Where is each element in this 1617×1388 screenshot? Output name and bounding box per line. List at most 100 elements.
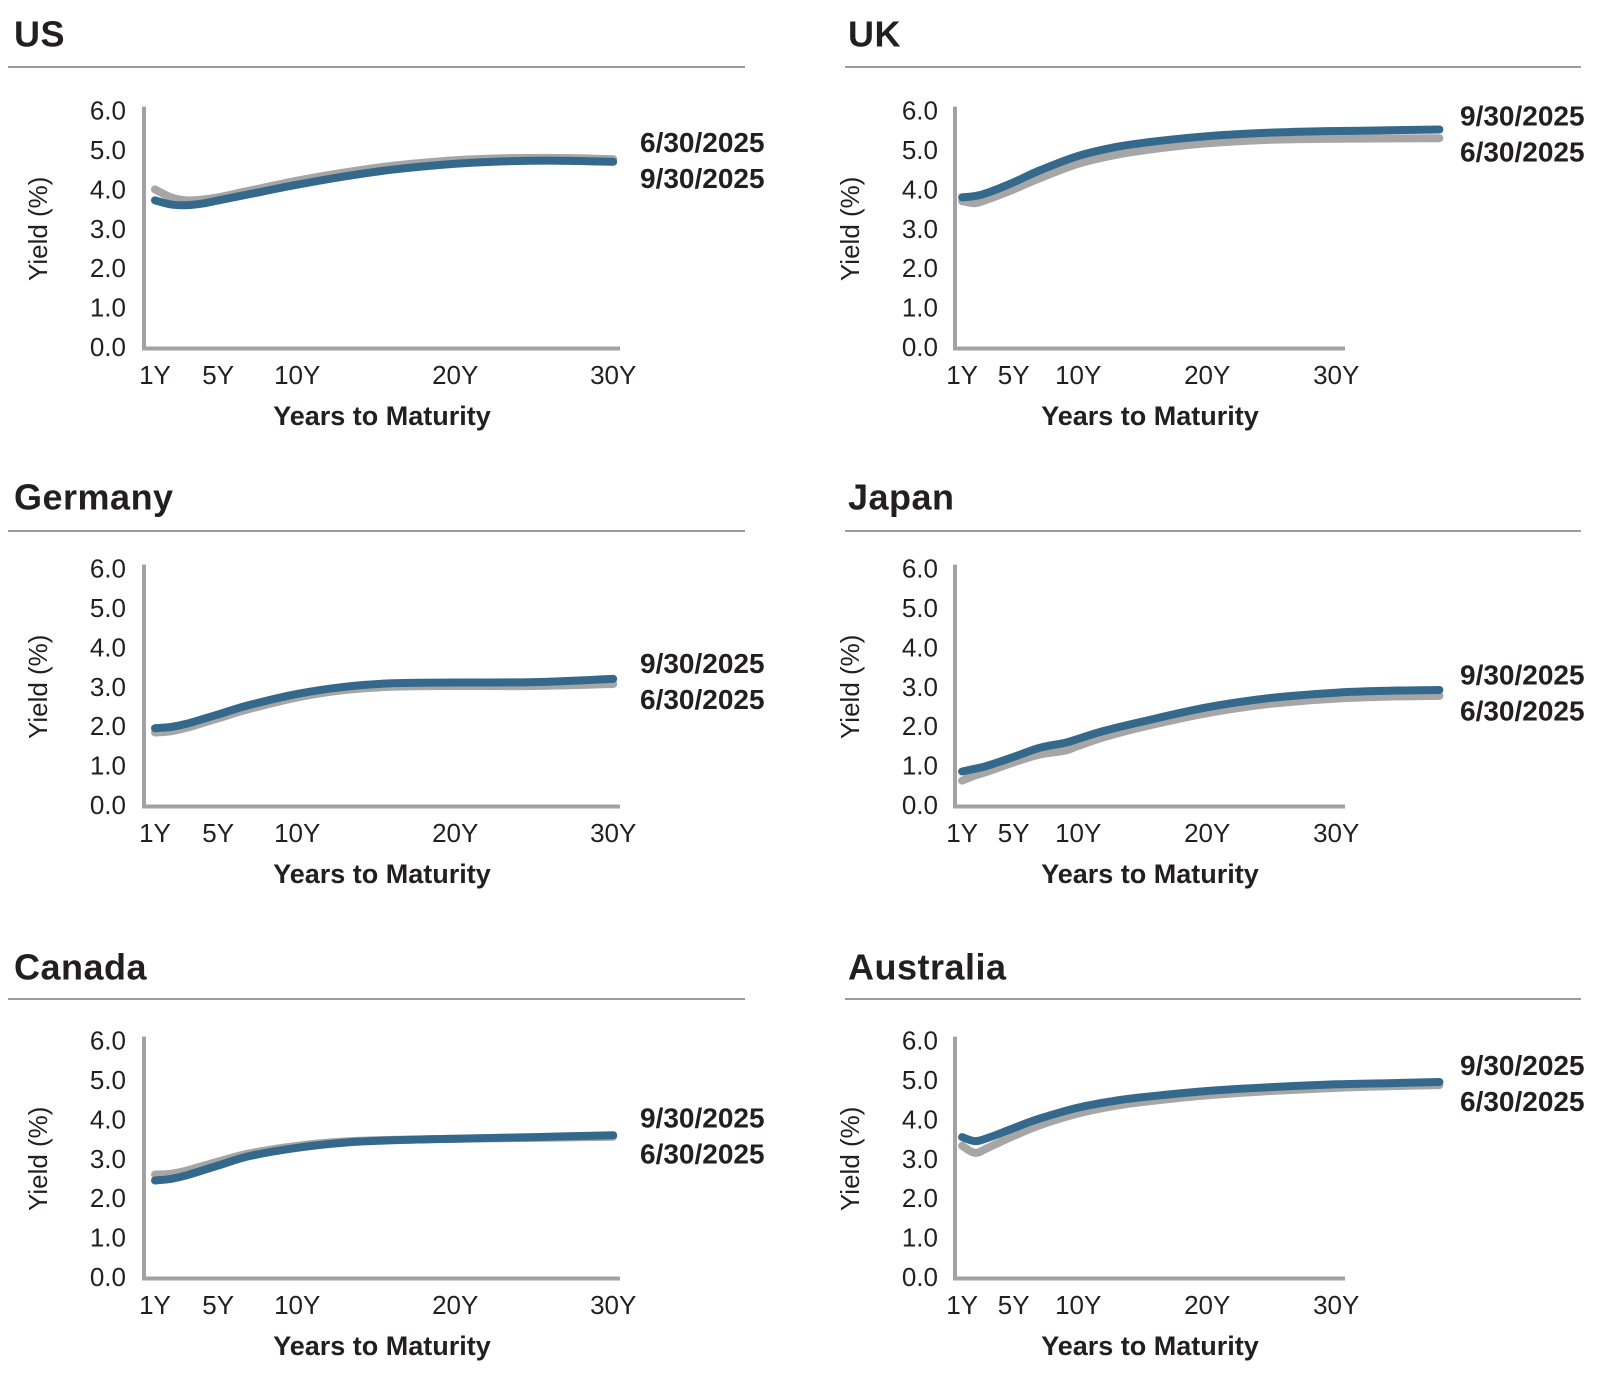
y-tick-label: 5.0 — [90, 593, 126, 623]
y-tick-label: 4.0 — [90, 1104, 126, 1134]
title-rule — [845, 66, 1581, 68]
y-tick-label: 1.0 — [90, 1223, 126, 1253]
x-tick-label: 30Y — [590, 818, 636, 848]
x-tick-label: 10Y — [274, 1290, 320, 1320]
y-axis-title: Yield (%) — [23, 177, 53, 282]
series-line-sep-2025 — [958, 125, 1444, 202]
x-tick-label: 30Y — [1313, 360, 1359, 390]
y-tick-label: 6.0 — [902, 96, 938, 126]
chart-title: Germany — [14, 477, 174, 518]
title-rule — [845, 998, 1581, 1000]
legend-label-sep-2025: 9/30/2025 — [640, 163, 765, 194]
legend-label-jun-2025: 6/30/2025 — [1460, 695, 1585, 726]
y-axis-title: Yield (%) — [23, 1107, 53, 1212]
x-axis-title: Years to Maturity — [273, 1331, 491, 1361]
y-tick-label: 4.0 — [902, 174, 938, 204]
x-tick-label: 10Y — [274, 818, 320, 848]
y-tick-label: 0.0 — [902, 332, 938, 362]
y-tick-label: 1.0 — [90, 293, 126, 323]
y-tick-label: 0.0 — [90, 332, 126, 362]
chart-panel-japan: Japan 6.0 5.0 4.0 3.0 2.0 1.0 0.0 1Y 5Y 10Y 20Y 30Y Y… — [835, 477, 1585, 890]
y-tick-label: 6.0 — [90, 554, 126, 584]
x-tick-label: 1Y — [946, 1290, 978, 1320]
y-tick-label: 5.0 — [90, 1065, 126, 1095]
y-tick-label: 3.0 — [902, 214, 938, 244]
x-tick-label: 5Y — [202, 360, 234, 390]
y-tick-label: 5.0 — [90, 135, 126, 165]
x-tick-label: 20Y — [432, 1290, 478, 1320]
y-axis-title: Yield (%) — [23, 635, 53, 740]
chart-panel-uk: UK 6.0 5.0 4.0 3.0 2.0 1.0 0.0 1Y 5Y 10Y 20Y 30Y Yiel… — [835, 14, 1585, 432]
y-tick-label: 6.0 — [902, 554, 938, 584]
chart-title: UK — [848, 14, 901, 55]
x-tick-label: 10Y — [1055, 1290, 1101, 1320]
legend-label-jun-2025: 6/30/2025 — [640, 684, 765, 715]
y-tick-label: 3.0 — [902, 1144, 938, 1174]
title-rule — [8, 530, 745, 532]
series-line-sep-2025 — [151, 674, 618, 733]
legend-label-sep-2025: 9/30/2025 — [1460, 100, 1585, 131]
chart-panel-us: US 6.0 5.0 4.0 3.0 2.0 1.0 0.0 1Y 5Y 10Y 20Y 30Y Yiel… — [8, 14, 765, 431]
chart-title: Australia — [848, 947, 1007, 988]
x-tick-label: 5Y — [202, 818, 234, 848]
title-rule — [8, 66, 745, 68]
x-tick-label: 10Y — [1055, 360, 1101, 390]
y-tick-label: 2.0 — [90, 1183, 126, 1213]
x-tick-label: 5Y — [998, 360, 1030, 390]
legend-label-jun-2025: 6/30/2025 — [640, 1138, 765, 1169]
y-tick-label: 2.0 — [902, 253, 938, 283]
y-tick-label: 2.0 — [90, 711, 126, 741]
x-tick-label: 20Y — [1184, 1290, 1230, 1320]
x-axis-title: Years to Maturity — [273, 859, 491, 889]
x-tick-label: 1Y — [139, 818, 171, 848]
y-tick-label: 2.0 — [902, 711, 938, 741]
series-line-jun-2025 — [151, 680, 618, 737]
y-tick-label: 5.0 — [902, 593, 938, 623]
y-axis-title: Yield (%) — [835, 177, 865, 282]
y-axis-title: Yield (%) — [835, 1107, 865, 1212]
title-rule — [8, 998, 745, 1000]
series-line-sep-2025 — [151, 1131, 618, 1185]
series-line-sep-2025 — [958, 1078, 1444, 1146]
x-tick-label: 20Y — [432, 818, 478, 848]
x-tick-label: 30Y — [590, 360, 636, 390]
y-tick-label: 1.0 — [90, 751, 126, 781]
y-tick-label: 2.0 — [902, 1183, 938, 1213]
x-tick-label: 20Y — [432, 360, 478, 390]
x-tick-label: 20Y — [1184, 818, 1230, 848]
legend-label-jun-2025: 6/30/2025 — [1460, 136, 1585, 167]
chart-title: Canada — [14, 947, 148, 988]
legend-label-jun-2025: 6/30/2025 — [640, 127, 765, 158]
legend-label-jun-2025: 6/30/2025 — [1460, 1086, 1585, 1117]
x-tick-label: 1Y — [946, 818, 978, 848]
y-tick-label: 0.0 — [902, 1262, 938, 1292]
legend-label-sep-2025: 9/30/2025 — [1460, 659, 1585, 690]
y-tick-label: 1.0 — [902, 293, 938, 323]
x-tick-label: 10Y — [274, 360, 320, 390]
x-axis-title: Years to Maturity — [273, 401, 491, 431]
y-tick-label: 3.0 — [902, 672, 938, 702]
series-line-sep-2025 — [958, 686, 1444, 776]
y-axis-title: Yield (%) — [835, 635, 865, 740]
x-tick-label: 5Y — [998, 1290, 1030, 1320]
y-tick-label: 1.0 — [902, 1223, 938, 1253]
y-tick-label: 4.0 — [902, 1104, 938, 1134]
chart-title: Japan — [848, 477, 955, 518]
chart-panel-canada: Canada 6.0 5.0 4.0 3.0 2.0 1.0 0.0 1Y 5Y 10Y 20Y 30Y… — [8, 947, 765, 1361]
y-tick-label: 3.0 — [90, 672, 126, 702]
series-line-sep-2025 — [151, 156, 618, 210]
y-tick-label: 2.0 — [90, 253, 126, 283]
series-line-jun-2025 — [958, 134, 1444, 208]
y-tick-label: 4.0 — [902, 632, 938, 662]
legend-label-sep-2025: 9/30/2025 — [640, 648, 765, 679]
legend-label-sep-2025: 9/30/2025 — [640, 1102, 765, 1133]
y-tick-label: 3.0 — [90, 214, 126, 244]
x-tick-label: 1Y — [139, 360, 171, 390]
y-tick-label: 4.0 — [90, 174, 126, 204]
y-tick-label: 6.0 — [902, 1026, 938, 1056]
x-tick-label: 1Y — [946, 360, 978, 390]
legend-label-sep-2025: 9/30/2025 — [1460, 1050, 1585, 1081]
x-axis-title: Years to Maturity — [1041, 1331, 1259, 1361]
